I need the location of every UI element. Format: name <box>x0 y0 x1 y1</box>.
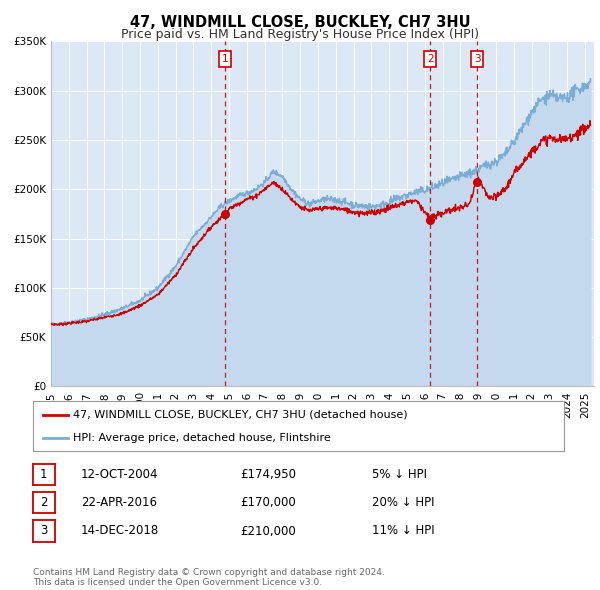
Text: 2: 2 <box>427 54 434 64</box>
Text: 14-DEC-2018: 14-DEC-2018 <box>81 525 159 537</box>
Text: 20% ↓ HPI: 20% ↓ HPI <box>372 496 434 509</box>
Text: Contains HM Land Registry data © Crown copyright and database right 2024.
This d: Contains HM Land Registry data © Crown c… <box>33 568 385 587</box>
Text: 3: 3 <box>474 54 481 64</box>
Text: 1: 1 <box>222 54 229 64</box>
Text: Price paid vs. HM Land Registry's House Price Index (HPI): Price paid vs. HM Land Registry's House … <box>121 28 479 41</box>
Text: £174,950: £174,950 <box>240 468 296 481</box>
Text: 47, WINDMILL CLOSE, BUCKLEY, CH7 3HU: 47, WINDMILL CLOSE, BUCKLEY, CH7 3HU <box>130 15 470 30</box>
Text: 5% ↓ HPI: 5% ↓ HPI <box>372 468 427 481</box>
Text: 22-APR-2016: 22-APR-2016 <box>81 496 157 509</box>
Text: 1: 1 <box>40 468 47 481</box>
Text: HPI: Average price, detached house, Flintshire: HPI: Average price, detached house, Flin… <box>73 433 331 443</box>
Text: 11% ↓ HPI: 11% ↓ HPI <box>372 525 434 537</box>
Text: 47, WINDMILL CLOSE, BUCKLEY, CH7 3HU (detached house): 47, WINDMILL CLOSE, BUCKLEY, CH7 3HU (de… <box>73 409 407 419</box>
Text: 12-OCT-2004: 12-OCT-2004 <box>81 468 158 481</box>
Text: 3: 3 <box>40 525 47 537</box>
Text: 2: 2 <box>40 496 47 509</box>
Text: £170,000: £170,000 <box>240 496 296 509</box>
Text: £210,000: £210,000 <box>240 525 296 537</box>
